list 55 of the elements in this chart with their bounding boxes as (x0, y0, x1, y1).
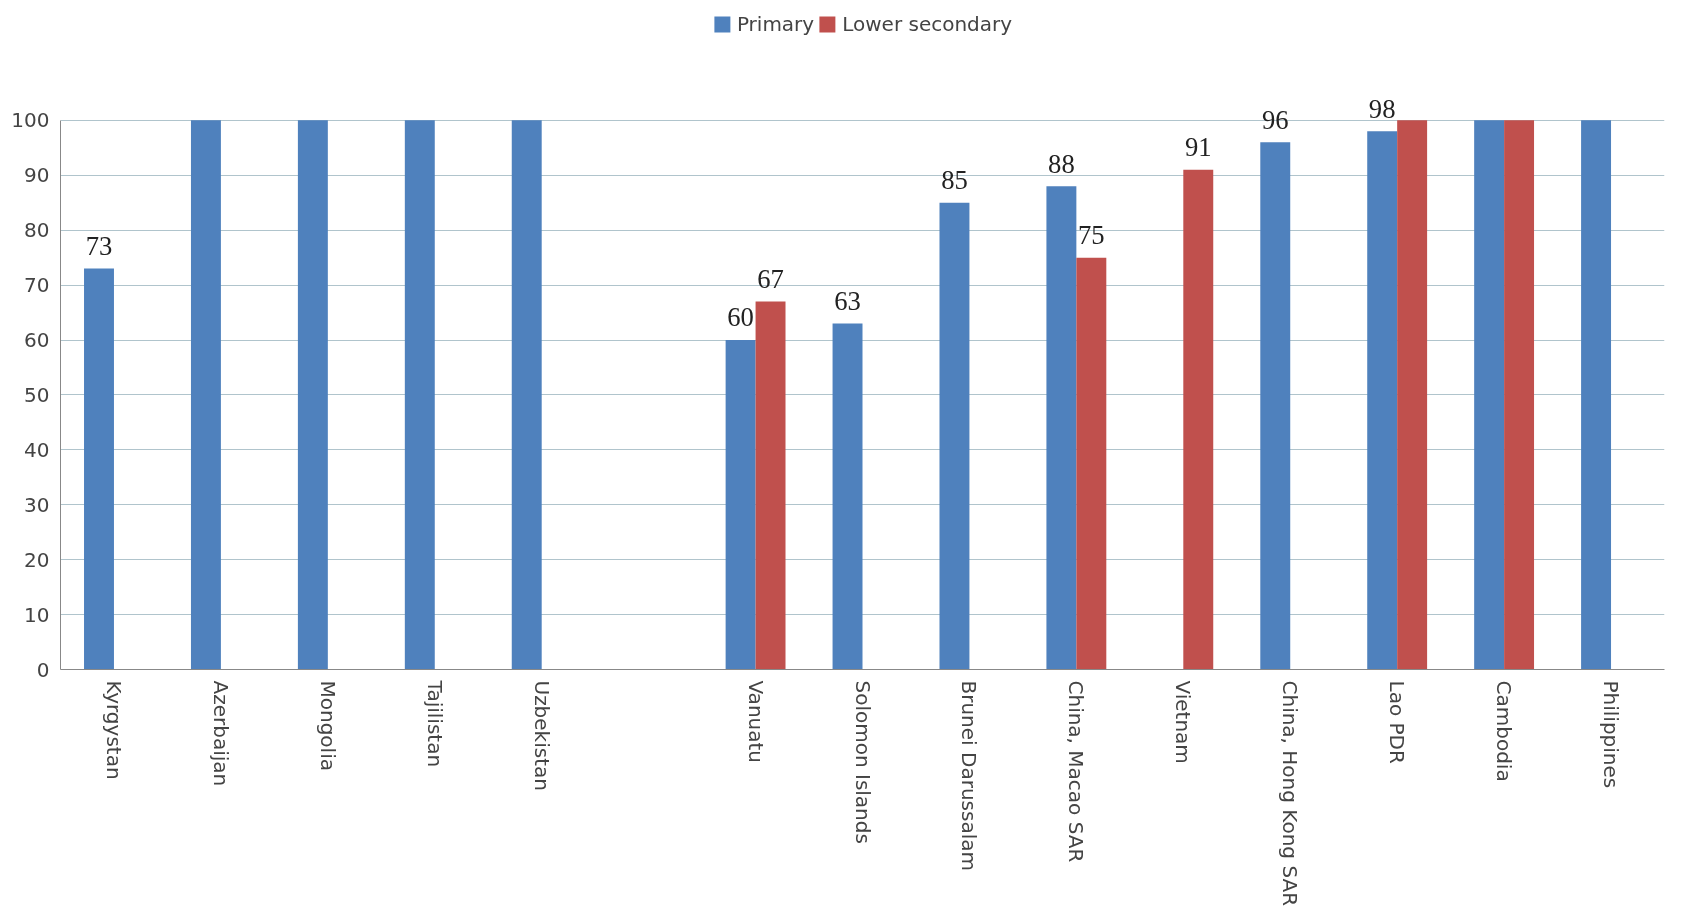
bar (1581, 120, 1612, 670)
y-tick-label: 70 (24, 273, 50, 298)
y-tick-label: 0 (36, 657, 50, 682)
x-tick-label: Lao PDR (1385, 680, 1410, 764)
y-tick-label: 10 (24, 602, 50, 627)
bar (1474, 120, 1505, 670)
x-tick-label: Philippines (1599, 680, 1624, 789)
x-tick-label: Cambodia (1492, 680, 1517, 782)
y-tick-label: 100 (11, 108, 50, 133)
bar (832, 323, 863, 670)
y-tick-label: 30 (24, 492, 50, 517)
data-label: 67 (757, 263, 784, 294)
x-tick-label: Azerbaijan (208, 680, 233, 787)
x-tick-label: Mongolia (315, 680, 340, 771)
bar (1504, 120, 1535, 670)
data-label: 98 (1368, 93, 1396, 124)
x-tick-label: China, Hong Kong SAR (1278, 680, 1303, 907)
y-tick-label: 60 (24, 328, 50, 352)
data-label: 88 (1048, 148, 1075, 179)
bar (1076, 257, 1107, 670)
x-tick-label: Vietnam (1171, 680, 1196, 764)
x-tick-label: Tajilistan (422, 679, 447, 768)
bar (297, 120, 328, 670)
bar (1367, 131, 1398, 670)
y-tick-label: 90 (24, 163, 50, 188)
bar (1183, 169, 1214, 670)
bar (939, 202, 970, 670)
data-label: 85 (941, 164, 968, 195)
bar (511, 120, 542, 670)
data-label: 96 (1261, 104, 1289, 135)
data-label: 75 (1078, 219, 1105, 250)
data-label: 60 (727, 302, 754, 333)
x-tick-label: Brunei Darussalam (957, 680, 982, 871)
x-tick-label: China, Macao SAR (1064, 680, 1089, 863)
data-label: 63 (834, 285, 861, 316)
legend-label: Lower secondary (842, 12, 1013, 36)
x-tick-label: Vanuatu (743, 680, 768, 764)
y-tick-label: 40 (24, 437, 50, 462)
x-tick-label: Solomon Islands (850, 680, 875, 844)
data-label: 91 (1184, 132, 1212, 163)
bar (755, 301, 786, 670)
bar (725, 340, 756, 670)
bar (84, 268, 114, 670)
y-tick-label: 50 (24, 382, 50, 407)
bar (1260, 142, 1291, 670)
bar (1046, 186, 1077, 670)
bar (404, 120, 435, 670)
data-label: 73 (85, 230, 113, 261)
bar (1397, 120, 1428, 670)
legend-label: Primary (736, 12, 815, 36)
y-tick-label: 80 (24, 218, 50, 243)
x-tick-label: Uzbekistan (529, 680, 554, 791)
x-tick-label: Kyrgystan (101, 680, 126, 780)
y-tick-label: 20 (24, 547, 50, 572)
bar (190, 120, 221, 670)
